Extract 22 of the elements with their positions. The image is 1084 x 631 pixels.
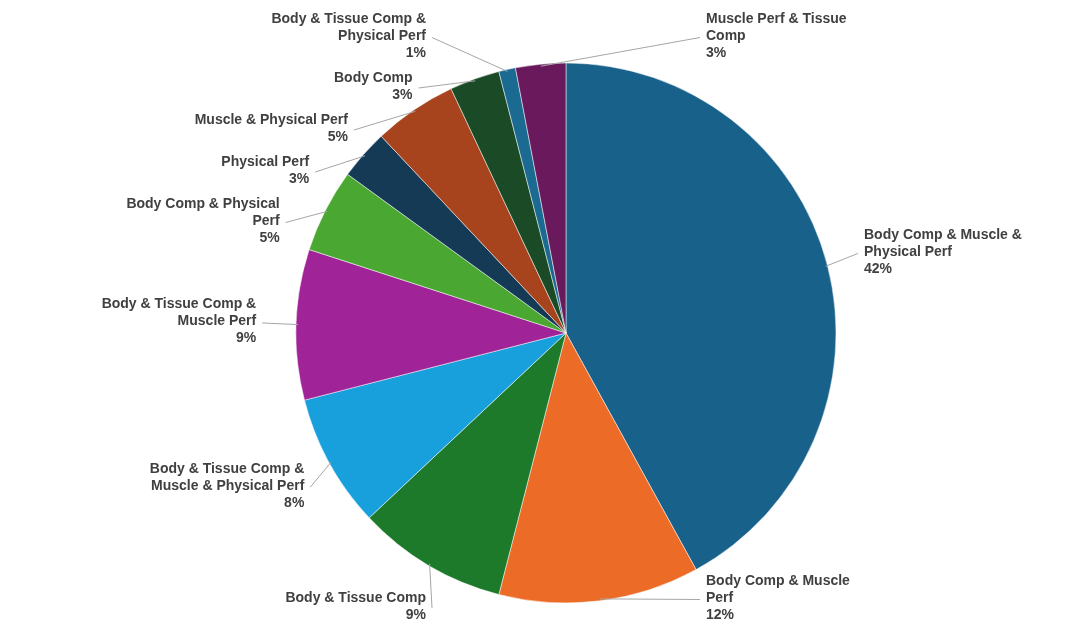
data-label: 9% bbox=[235, 329, 257, 346]
slice-label: Body Comp bbox=[333, 69, 413, 85]
slice-label: Body Comp & Muscle Perf bbox=[706, 572, 851, 605]
data-label: 12% bbox=[706, 606, 735, 622]
data-label: 5% bbox=[259, 229, 281, 245]
data-label: 3% bbox=[289, 170, 310, 186]
data-label: 5% bbox=[327, 128, 349, 144]
slice-label: Body Comp & Muscle & Physical Perf bbox=[864, 225, 1022, 259]
slice-label: Body & Tissue Comp & Muscle & Physical Perf bbox=[149, 459, 305, 493]
slice-label: Body & Tissue Comp bbox=[285, 589, 426, 605]
data-label: 3% bbox=[706, 44, 727, 60]
data-label: 3% bbox=[392, 86, 414, 102]
slice-label: Body Comp & Physical Perf bbox=[126, 195, 280, 228]
slice-label: Physical Perf bbox=[221, 153, 310, 169]
data-label: 1% bbox=[405, 44, 427, 60]
slice-label: Body & Tissue Comp & Physical Perf bbox=[271, 10, 427, 43]
slice-label: Muscle & Physical Perf bbox=[194, 111, 349, 127]
data-label: 9% bbox=[405, 606, 427, 622]
data-label: 8% bbox=[284, 493, 305, 510]
slice-label: Body & Tissue Comp & Muscle Perf bbox=[101, 295, 257, 329]
data-label: 42% bbox=[864, 259, 893, 276]
slice-label: Muscle Perf & Tissue Comp bbox=[706, 10, 847, 43]
